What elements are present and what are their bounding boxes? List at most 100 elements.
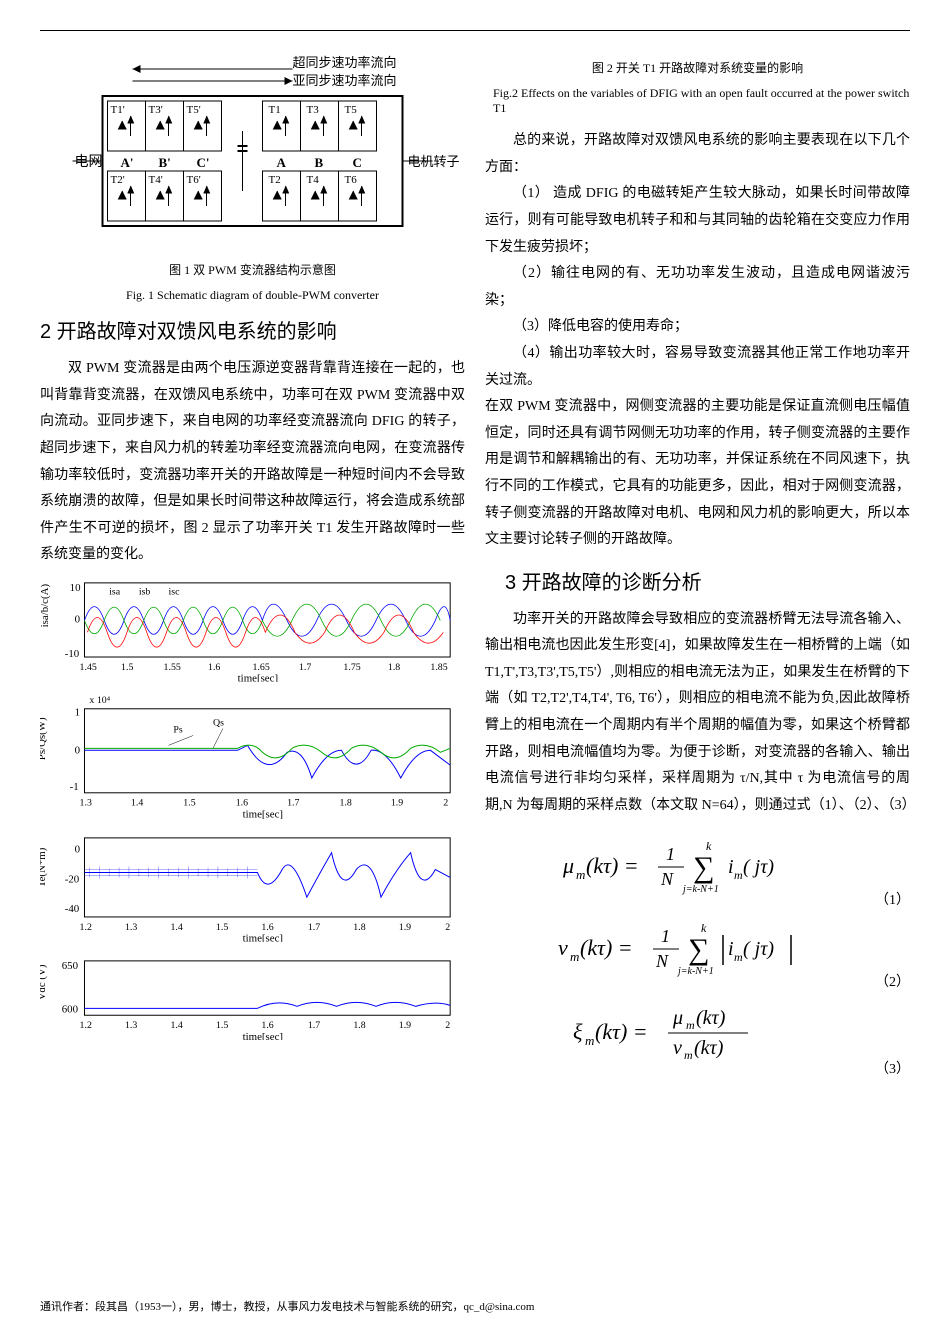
svg-text:1.4: 1.4 [131,797,143,808]
svg-text:x 10⁴: x 10⁴ [89,695,110,706]
svg-text:1.45: 1.45 [80,662,97,673]
svg-text:( jτ): ( jτ) [743,938,774,960]
fig1-caption-cn: 图 1 双 PWM 变流器结构示意图 [40,261,465,280]
svg-text:1.75: 1.75 [343,662,360,673]
svg-text:1.8: 1.8 [388,662,400,673]
svg-text:2: 2 [445,922,450,933]
svg-text:2: 2 [443,797,448,808]
svg-text:1.85: 1.85 [430,662,447,673]
svg-text:1.6: 1.6 [208,662,220,673]
svg-text:超同步速功率流向: 超同步速功率流向 [293,55,397,70]
svg-text:m: m [734,950,743,964]
fig2-caption-cn: 图 2 开关 T1 开路故障对系统变量的影响 [485,59,910,78]
svg-text:∑: ∑ [693,851,714,884]
svg-text:m: m [576,867,585,882]
svg-text:-40: -40 [65,903,80,915]
svg-text:B': B' [159,155,171,170]
svg-text:isb: isb [139,587,151,598]
svg-text:1.3: 1.3 [125,1020,137,1031]
svg-text:1.9: 1.9 [399,1020,411,1031]
svg-text:1.4: 1.4 [170,922,182,933]
svg-text:i: i [728,856,734,878]
svg-text:亚同步速功率流向: 亚同步速功率流向 [293,73,397,88]
svg-text:T1': T1' [111,104,125,116]
svg-text:1: 1 [666,844,675,864]
svg-text:Ps: Ps [173,724,182,735]
svg-text:μ: μ [672,1007,683,1029]
chart-torque: 0 -20 -40 Te(N*m) 1.2 1.3 1.4 1.5 1.6 1.… [40,828,465,947]
right-item1: （1） 造成 DFIG 的电磁转矩产生较大脉动，如果长时间带故障运行，则有可能导… [485,181,910,261]
svg-text:1: 1 [75,706,80,718]
svg-text:电网: 电网 [75,154,103,170]
svg-text:N: N [655,951,669,971]
svg-text:A': A' [121,155,134,170]
svg-text:1.6: 1.6 [261,922,273,933]
svg-text:m: m [734,868,743,882]
svg-text:( jτ): ( jτ) [743,856,774,878]
section2-para1: 双 PWM 变流器是由两个电压源逆变器背靠背连接在一起的，也叫背靠背变流器，在双… [40,356,465,569]
svg-text:1.3: 1.3 [80,797,92,808]
svg-text:T4': T4' [149,174,163,186]
svg-text:isa/b/c(A): isa/b/c(A) [40,583,51,627]
svg-text:T5: T5 [345,104,358,116]
svg-text:600: 600 [62,1003,79,1015]
svg-text:ξ: ξ [573,1019,583,1044]
svg-text:1.5: 1.5 [216,1020,228,1031]
svg-text:T2: T2 [269,174,281,186]
right-para2: 在双 PWM 变流器中，网侧变流器的主要功能是保证直流侧电压幅值恒定，同时还具有… [485,394,910,554]
svg-text:Vdc (V): Vdc (V) [40,964,48,1000]
svg-text:isa: isa [109,587,121,598]
svg-text:m: m [585,1033,594,1048]
svg-text:650: 650 [62,960,79,972]
svg-text:1.8: 1.8 [353,1020,365,1031]
svg-text:2: 2 [445,1020,450,1031]
svg-text:1.2: 1.2 [80,1020,92,1031]
svg-text:-10: -10 [65,648,80,660]
svg-text:(kτ): (kτ) [694,1037,724,1059]
svg-text:μ: μ [562,853,574,878]
svg-text:i: i [728,938,734,960]
svg-text:Te(N*m): Te(N*m) [40,847,48,887]
svg-text:(kτ) =: (kτ) = [586,853,639,878]
svg-text:T1: T1 [269,104,281,116]
chart-current: 10 0 -10 isa/b/c(A) 1.45 1.5 1.55 1.6 1.… [40,573,465,687]
svg-text:T2': T2' [111,174,125,186]
svg-text:1.7: 1.7 [308,1020,320,1031]
equation-2: ν m (kτ) = 1 N ∑ k j=k-N+1 i m ( jτ) （2） [485,917,910,983]
svg-text:Qs: Qs [213,717,224,728]
svg-text:(kτ) =: (kτ) = [595,1019,648,1044]
svg-text:C': C' [197,155,210,170]
right-item2: （2）输往电网的有、无功功率发生波动，且造成电网谐波污染； [485,261,910,314]
equation-1: μ m (kτ) = 1 N ∑ k j=k-N+1 i m ( jτ) （1） [485,835,910,901]
svg-text:0: 0 [75,844,81,856]
svg-text:ν: ν [558,935,568,960]
footer-note: 通讯作者：段其昌（1953一），男，博士，教授，从事风力发电技术与智能系统的研究… [40,1298,534,1314]
svg-text:1.8: 1.8 [339,797,351,808]
svg-text:T3: T3 [307,104,320,116]
svg-text:0: 0 [75,744,81,756]
svg-text:N: N [660,869,674,889]
svg-text:1.5: 1.5 [121,662,133,673]
fig2-caption-en: Fig.2 Effects on the variables of DFIG w… [485,86,910,116]
svg-text:1.6: 1.6 [261,1020,273,1031]
svg-text:time[sec]: time[sec] [243,933,283,942]
svg-text:time[sec]: time[sec] [243,1031,283,1040]
svg-text:ν: ν [673,1037,682,1059]
fig1-caption-en: Fig. 1 Schematic diagram of double-PWM c… [40,288,465,303]
svg-text:C: C [353,155,362,170]
svg-text:j=k-N+1: j=k-N+1 [681,884,719,895]
svg-text:1.9: 1.9 [391,797,403,808]
svg-text:Ps/Qs(W): Ps/Qs(W) [40,717,48,760]
svg-text:m: m [686,1018,695,1032]
svg-text:B: B [315,155,324,170]
svg-text:j=k-N+1: j=k-N+1 [676,966,714,977]
right-item4: （4）输出功率较大时，容易导致变流器其他正常工作地功率开关过流。 [485,341,910,394]
svg-text:1.7: 1.7 [299,662,311,673]
svg-text:T3': T3' [149,104,163,116]
svg-text:∑: ∑ [688,933,709,966]
section2-heading: 2 开路故障对双馈风电系统的影响 [40,315,465,344]
svg-text:m: m [684,1048,693,1062]
circuit-diagram: 超同步速功率流向 亚同步速功率流向 电网 电机转子 [40,51,465,251]
svg-text:A: A [277,155,287,170]
svg-text:T6: T6 [345,174,358,186]
